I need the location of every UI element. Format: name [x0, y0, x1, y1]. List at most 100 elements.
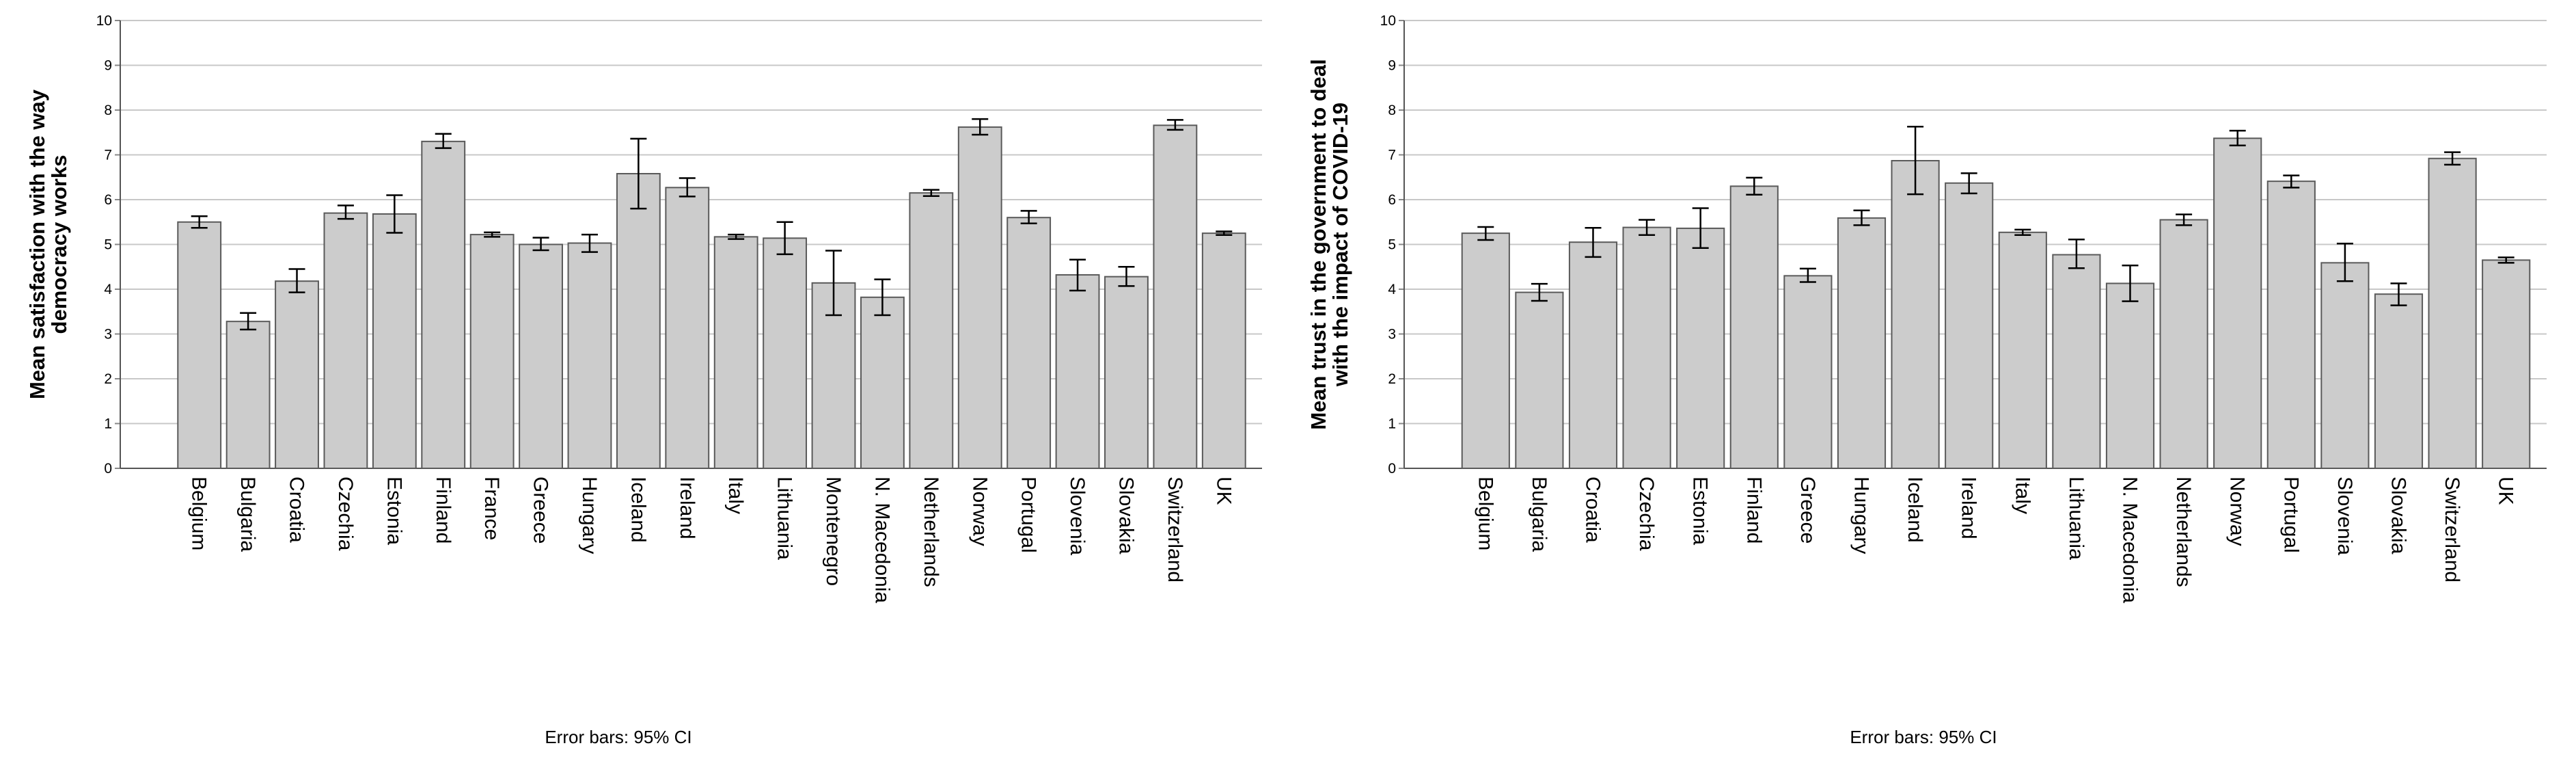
- y-tick-label: 4: [1388, 282, 1396, 297]
- y-tick-label: 1: [104, 416, 112, 432]
- category-label: Czechia: [1635, 477, 1658, 551]
- category-label: UK: [2495, 477, 2517, 505]
- bar-n-macedonia: [860, 296, 905, 470]
- category-label: Portugal: [1017, 477, 1040, 553]
- category-label: Slovenia: [1066, 477, 1088, 555]
- satisfaction-democracy-chart: 0 1 2 3 4 5 6 7 8 9 10 Belgium Bulgaria Croatia Czechi…: [25, 13, 1262, 747]
- bar-switzerland: [2428, 157, 2477, 470]
- category-label: N. Macedonia: [871, 477, 893, 603]
- bar-portugal: [2266, 180, 2316, 469]
- category-label: Switzerland: [2441, 477, 2463, 583]
- category-label: Iceland: [1904, 477, 1926, 543]
- error-bars-note: Error bars: 95% CI: [1850, 727, 1997, 747]
- bar-slovenia: [2320, 262, 2370, 469]
- y-tick-label: 7: [104, 148, 112, 163]
- bar-czechia: [323, 212, 368, 469]
- category-label: Hungary: [578, 477, 601, 554]
- category-label: Belgium: [1474, 477, 1496, 550]
- bar-czechia: [1622, 226, 1671, 469]
- y-axis-label-line: Mean trust in the government to deal: [1306, 59, 1330, 430]
- y-axis-label-line: with the impact of COVID-19: [1328, 103, 1352, 387]
- y-tick-label: 9: [104, 58, 112, 74]
- bar-slovakia: [1104, 276, 1149, 469]
- bar-switzerland: [1153, 124, 1198, 470]
- category-label: Norway: [2226, 477, 2249, 546]
- bar-estonia: [372, 213, 417, 469]
- category-label: Slovenia: [2333, 477, 2356, 555]
- bar-norway: [957, 126, 1002, 469]
- y-tick-label: 4: [104, 282, 112, 297]
- category-label: Croatia: [1582, 477, 1604, 543]
- category-label: Finland: [432, 477, 454, 544]
- bar-bulgaria: [225, 321, 271, 469]
- bar-ireland: [1945, 182, 1994, 469]
- bar-lithuania: [2052, 254, 2101, 469]
- category-label: Greece: [1796, 477, 1819, 544]
- y-tick-label: 10: [96, 13, 112, 29]
- bar-croatia: [275, 280, 319, 469]
- category-label: UK: [1212, 477, 1235, 505]
- category-label: Italy: [724, 477, 747, 514]
- bar-bulgaria: [1515, 291, 1564, 469]
- category-label: Czechia: [334, 477, 357, 551]
- y-tick-label: 8: [1388, 103, 1396, 118]
- category-label: Greece: [530, 477, 552, 544]
- bar-iceland: [616, 173, 661, 469]
- bar-estonia: [1676, 227, 1725, 469]
- category-label: Lithuania: [2065, 477, 2087, 560]
- category-label: Bulgaria: [236, 477, 259, 552]
- y-axis-label-line: Mean satisfaction with the way: [25, 89, 49, 399]
- bar-greece: [519, 243, 563, 469]
- bar-italy: [713, 236, 758, 469]
- bar-slovenia: [1055, 274, 1100, 469]
- y-tick-label: 9: [1388, 58, 1396, 74]
- bar-uk: [2482, 259, 2531, 469]
- category-label: Belgium: [188, 477, 210, 550]
- category-label: Switzerland: [1164, 477, 1186, 583]
- bar-iceland: [1891, 160, 1940, 469]
- error-bars-note: Error bars: 95% CI: [545, 727, 691, 747]
- category-label: France: [480, 477, 503, 540]
- y-tick-label: 6: [1388, 192, 1396, 208]
- bar-belgium: [177, 221, 222, 469]
- category-label: Iceland: [627, 477, 649, 543]
- bar-finland: [1729, 185, 1779, 469]
- category-label: Lithuania: [773, 477, 796, 560]
- y-tick-label: 7: [1388, 148, 1396, 163]
- y-tick-label: 3: [104, 327, 112, 343]
- bar-ireland: [665, 187, 710, 469]
- bar-norway: [2213, 137, 2262, 469]
- bar-france: [469, 234, 515, 469]
- bar-croatia: [1568, 241, 1618, 469]
- y-tick-label: 6: [104, 192, 112, 208]
- category-label: Slovakia: [1114, 477, 1137, 554]
- bar-italy: [1998, 231, 2047, 469]
- category-label: Bulgaria: [1528, 477, 1550, 552]
- y-tick-label: 2: [104, 371, 112, 387]
- y-tick-label: 5: [1388, 237, 1396, 253]
- category-label: Montenegro: [822, 477, 845, 586]
- bar-hungary: [1837, 217, 1887, 469]
- category-label: Finland: [1742, 477, 1765, 544]
- bar-belgium: [1461, 232, 1510, 469]
- category-label: Portugal: [2279, 477, 2302, 553]
- y-tick-label: 3: [1388, 327, 1396, 343]
- bar-uk: [1201, 232, 1246, 469]
- category-label: Norway: [968, 477, 991, 546]
- bar-portugal: [1006, 217, 1052, 469]
- bar-lithuania: [763, 237, 808, 469]
- bar-hungary: [567, 242, 612, 469]
- bar-netherlands: [2159, 219, 2208, 469]
- category-label: Netherlands: [920, 477, 942, 587]
- y-tick-label: 8: [104, 103, 112, 118]
- category-label: Croatia: [286, 477, 308, 543]
- category-label: Slovakia: [2387, 477, 2410, 554]
- y-tick-label: 0: [1388, 461, 1396, 477]
- y-axis-label-line: democracy works: [47, 155, 71, 334]
- category-label: Netherlands: [2172, 477, 2195, 587]
- bar-finland: [421, 140, 466, 469]
- y-tick-label: 2: [1388, 371, 1396, 387]
- category-label: N. Macedonia: [2119, 477, 2141, 603]
- bar-n-macedonia: [2105, 282, 2155, 469]
- y-tick-label: 0: [104, 461, 112, 477]
